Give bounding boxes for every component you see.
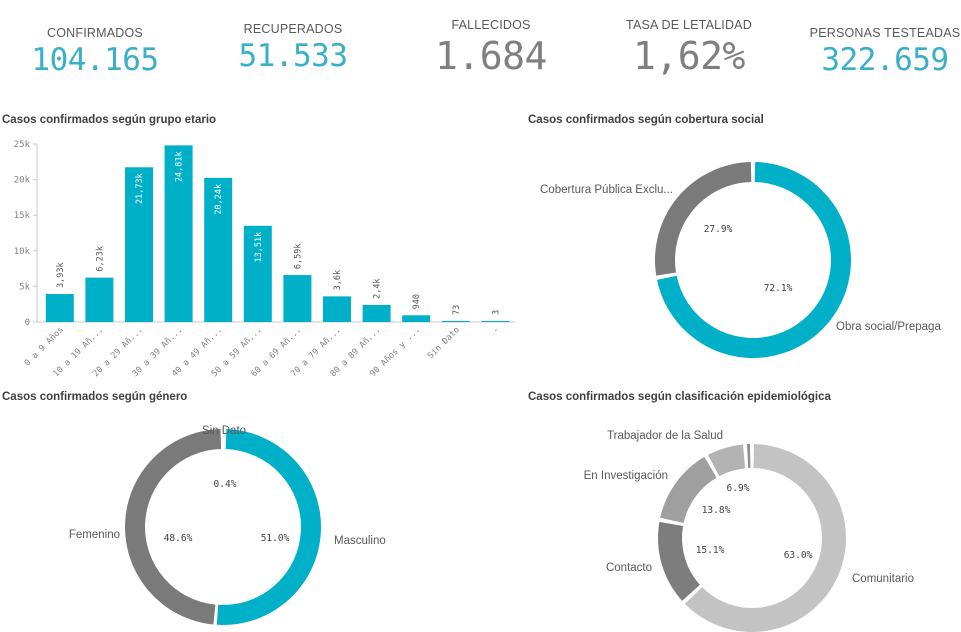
chart-title-genero: Casos confirmados según género	[2, 391, 188, 403]
slice-category-label: Masculino	[334, 535, 386, 547]
bar-value-label: 21,73k	[135, 173, 145, 204]
donut-slice[interactable]	[684, 444, 847, 632]
kpi-fallecidos: FALLECIDOS 1.684	[396, 0, 586, 78]
slice-category-label: Comunitario	[852, 573, 914, 585]
donut-slice[interactable]	[658, 521, 700, 601]
chart-title-cobertura-social: Casos confirmados según cobertura social	[528, 114, 764, 126]
bar[interactable]	[85, 277, 114, 322]
kpi-personas-testeadas: PERSONAS TESTEADAS 322.659	[790, 0, 961, 78]
bar[interactable]	[481, 321, 510, 322]
y-tick-label: 5k	[19, 282, 30, 292]
bar-value-label: 6,59k	[293, 243, 303, 269]
kpi-confirmados: CONFIRMADOS 104.165	[0, 0, 190, 78]
kpi-value: 1,62%	[633, 34, 745, 78]
bar-value-label: 13,51k	[254, 232, 264, 263]
x-category-label: 0 a 9 Años	[23, 325, 66, 368]
slice-percent-label: 63.0%	[784, 550, 813, 561]
slice-percent-label: 13.8%	[702, 505, 731, 516]
y-tick-label: 10k	[14, 247, 31, 257]
slice-category-label: Trabajador de la Salud	[607, 430, 723, 442]
slice-category-label: En Investigación	[584, 470, 668, 482]
bar[interactable]	[362, 304, 391, 322]
bar-value-label: 3	[491, 310, 501, 315]
donut-chart-cobertura-social[interactable]: 72.1% Obra social/Prepaga 27.9% Cobertura P…	[480, 130, 960, 380]
bar[interactable]	[164, 145, 193, 322]
bar-value-label: 73	[452, 305, 462, 315]
kpi-value: 104.165	[31, 42, 159, 78]
bar-value-label: 24,81k	[175, 151, 185, 182]
bar[interactable]	[402, 315, 431, 322]
bar-value-label: 6,23k	[95, 246, 105, 272]
kpi-label: PERSONAS TESTEADAS	[809, 26, 961, 40]
kpi-recuperados: RECUPERADOS 51.533	[198, 0, 388, 74]
bar-value-label: 2,4k	[373, 278, 383, 298]
donut-slice[interactable]	[216, 429, 321, 625]
donut-slice[interactable]	[660, 456, 717, 523]
x-category-label: -	[491, 325, 502, 336]
donut-chart-clasificacion[interactable]: 63.0% Comunitario 15.1% Contacto 13.8% En Inv…	[480, 410, 960, 632]
y-tick-label: 20k	[14, 176, 31, 186]
donut-slice[interactable]	[124, 429, 222, 625]
slice-percent-label: 72.1%	[764, 283, 793, 294]
bar[interactable]	[204, 177, 233, 322]
bar[interactable]	[323, 296, 351, 322]
bar-value-label: 20,24k	[214, 184, 224, 215]
donut-slice[interactable]	[746, 444, 751, 469]
slice-percent-label: 6.9%	[727, 483, 750, 494]
kpi-label: CONFIRMADOS	[47, 26, 143, 40]
slice-category-label: Femenino	[69, 529, 120, 541]
bar[interactable]	[441, 321, 470, 322]
slice-percent-label: 0.4%	[214, 479, 237, 490]
y-tick-label: 25k	[14, 140, 31, 150]
kpi-label: RECUPERADOS	[243, 22, 343, 36]
kpi-value: 51.533	[238, 38, 348, 74]
donut-slice[interactable]	[655, 162, 752, 276]
bar[interactable]	[243, 225, 272, 322]
chart-title-grupo-etario: Casos confirmados según grupo etario	[2, 114, 217, 126]
slice-percent-label: 27.9%	[704, 224, 733, 235]
slice-percent-label: 51.0%	[261, 533, 290, 544]
slice-category-label: Contacto	[606, 562, 652, 574]
bar[interactable]	[125, 167, 153, 322]
donut-slice[interactable]	[708, 444, 746, 477]
slice-category-label: Obra social/Prepaga	[836, 321, 941, 333]
y-tick-label: 0	[25, 318, 30, 328]
bar-value-label: 3,6k	[333, 270, 343, 290]
kpi-label: TASA DE LETALIDAD	[626, 18, 752, 32]
kpi-value: 322.659	[821, 42, 949, 78]
x-category-label: Sin Dato	[426, 325, 462, 361]
slice-category-label: Sin Dato	[202, 425, 246, 437]
chart-title-clasificacion: Casos confirmados según clasificación ep…	[528, 391, 831, 403]
bar-value-label: 940	[412, 294, 422, 309]
bar-value-label: 3,93k	[56, 262, 66, 288]
bar[interactable]	[45, 294, 74, 322]
slice-percent-label: 48.6%	[164, 533, 193, 544]
donut-chart-genero[interactable]: 51.0% Masculino 48.6% Femenino 0.4% Sin Dato	[0, 410, 480, 630]
slice-percent-label: 15.1%	[696, 545, 725, 556]
kpi-value: 1.684	[435, 34, 547, 78]
kpi-tasa-letalidad: TASA DE LETALIDAD 1,62%	[594, 0, 784, 78]
bar[interactable]	[283, 275, 312, 322]
y-tick-label: 15k	[14, 211, 31, 221]
slice-category-label: Cobertura Pública Exclu...	[540, 184, 673, 196]
kpi-label: FALLECIDOS	[451, 18, 531, 32]
